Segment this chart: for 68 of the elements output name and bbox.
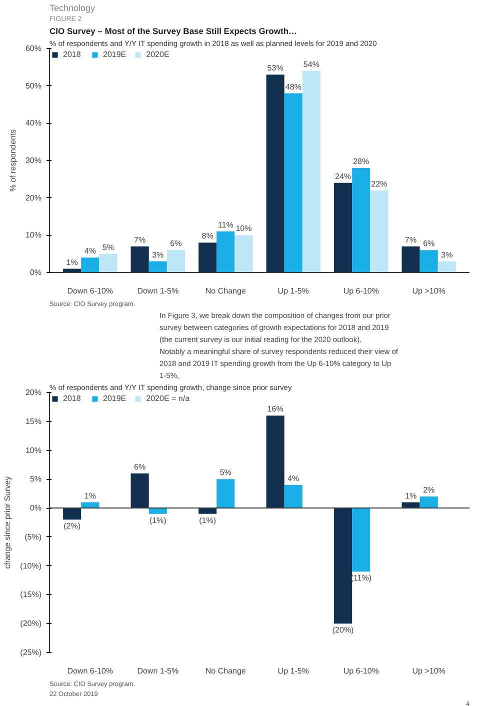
data-label: 48% [285,82,302,92]
y-tick-label: 0% [30,268,42,277]
x-tick-label: Down 1-5% [137,286,179,296]
y-tick-label: 0% [30,504,42,513]
data-label: 28% [353,156,370,166]
data-label: 6% [170,239,182,248]
y-tick-label: 40% [25,118,42,128]
chart-title: CIO Survey – Most of the Survey Base Still Expects Growth… [50,26,298,36]
data-label: 3% [441,250,453,260]
x-tick-label: Down 1-5% [137,666,179,676]
x-tick-label: Up 6-10% [343,286,379,296]
legend-label: 2019E [103,394,126,403]
y-tick-label: 5% [30,474,42,484]
x-tick-label: Up 1-5% [278,666,309,676]
data-label: 8% [202,232,214,241]
x-tick-label: Up >10% [412,286,446,296]
y-tick-label: 15% [25,416,42,426]
y-tick-label: (25%) [20,648,42,657]
y-tick-label: (5%) [24,532,42,542]
legend-label: 2019E [103,50,126,59]
data-label: 54% [303,60,320,69]
y-tick-label: 20% [25,193,42,202]
data-label: (20%) [332,626,354,635]
data-label: 1% [66,258,78,267]
data-label: 24% [335,172,352,181]
x-tick-label: No Change [205,286,246,296]
legend-label: 2018 [63,394,82,403]
data-label: 53% [267,64,284,73]
y-tick-label: 10% [25,230,42,240]
data-label: 1% [84,491,96,500]
data-label: 5% [220,468,232,478]
x-tick-label: Up 6-10% [343,666,379,676]
data-label: (1%) [199,516,216,525]
data-label: (1%) [149,516,167,525]
data-label: 11% [218,220,234,230]
text: Technology [50,3,96,13]
legend-label: 2020E = n/a [146,394,190,403]
y-tick-label: 30% [25,156,42,165]
y-tick-label: 50% [25,81,42,90]
data-label: 2% [423,486,435,494]
data-label: 22% [371,179,388,188]
data-label: (2%) [64,522,81,531]
y-axis-title: % of respondents [8,129,18,192]
legend-label: 2020E [146,50,170,59]
x-tick-label: Down 6-10% [67,286,114,296]
data-label: 10% [236,224,252,234]
y-tick-label: (15%) [20,590,42,600]
data-label: 7% [405,235,417,244]
legend-label: 2018 [63,50,82,59]
x-tick-label: No Change [205,666,246,676]
x-tick-label: Up 1-5% [278,286,309,296]
data-label: 1% [405,491,417,500]
x-tick-label: Up >10% [412,666,446,676]
data-label: 5% [102,242,114,252]
y-tick-label: 60% [25,44,42,53]
y-tick-label: (20%) [20,619,42,628]
data-label: 6% [134,462,146,472]
y-axis-title: change since prior Survey [3,476,12,569]
y-tick-label: 20% [25,388,42,397]
data-label: 7% [134,235,146,244]
y-tick-label: 10% [25,446,42,455]
data-label: 4% [288,474,300,483]
data-label: 3% [152,250,164,260]
x-tick-label: Down 6-10% [67,666,114,676]
data-label: 4% [84,246,96,256]
data-label: 16% [267,404,284,414]
data-label: 6% [423,239,435,248]
y-tick-label: (10%) [20,561,42,570]
